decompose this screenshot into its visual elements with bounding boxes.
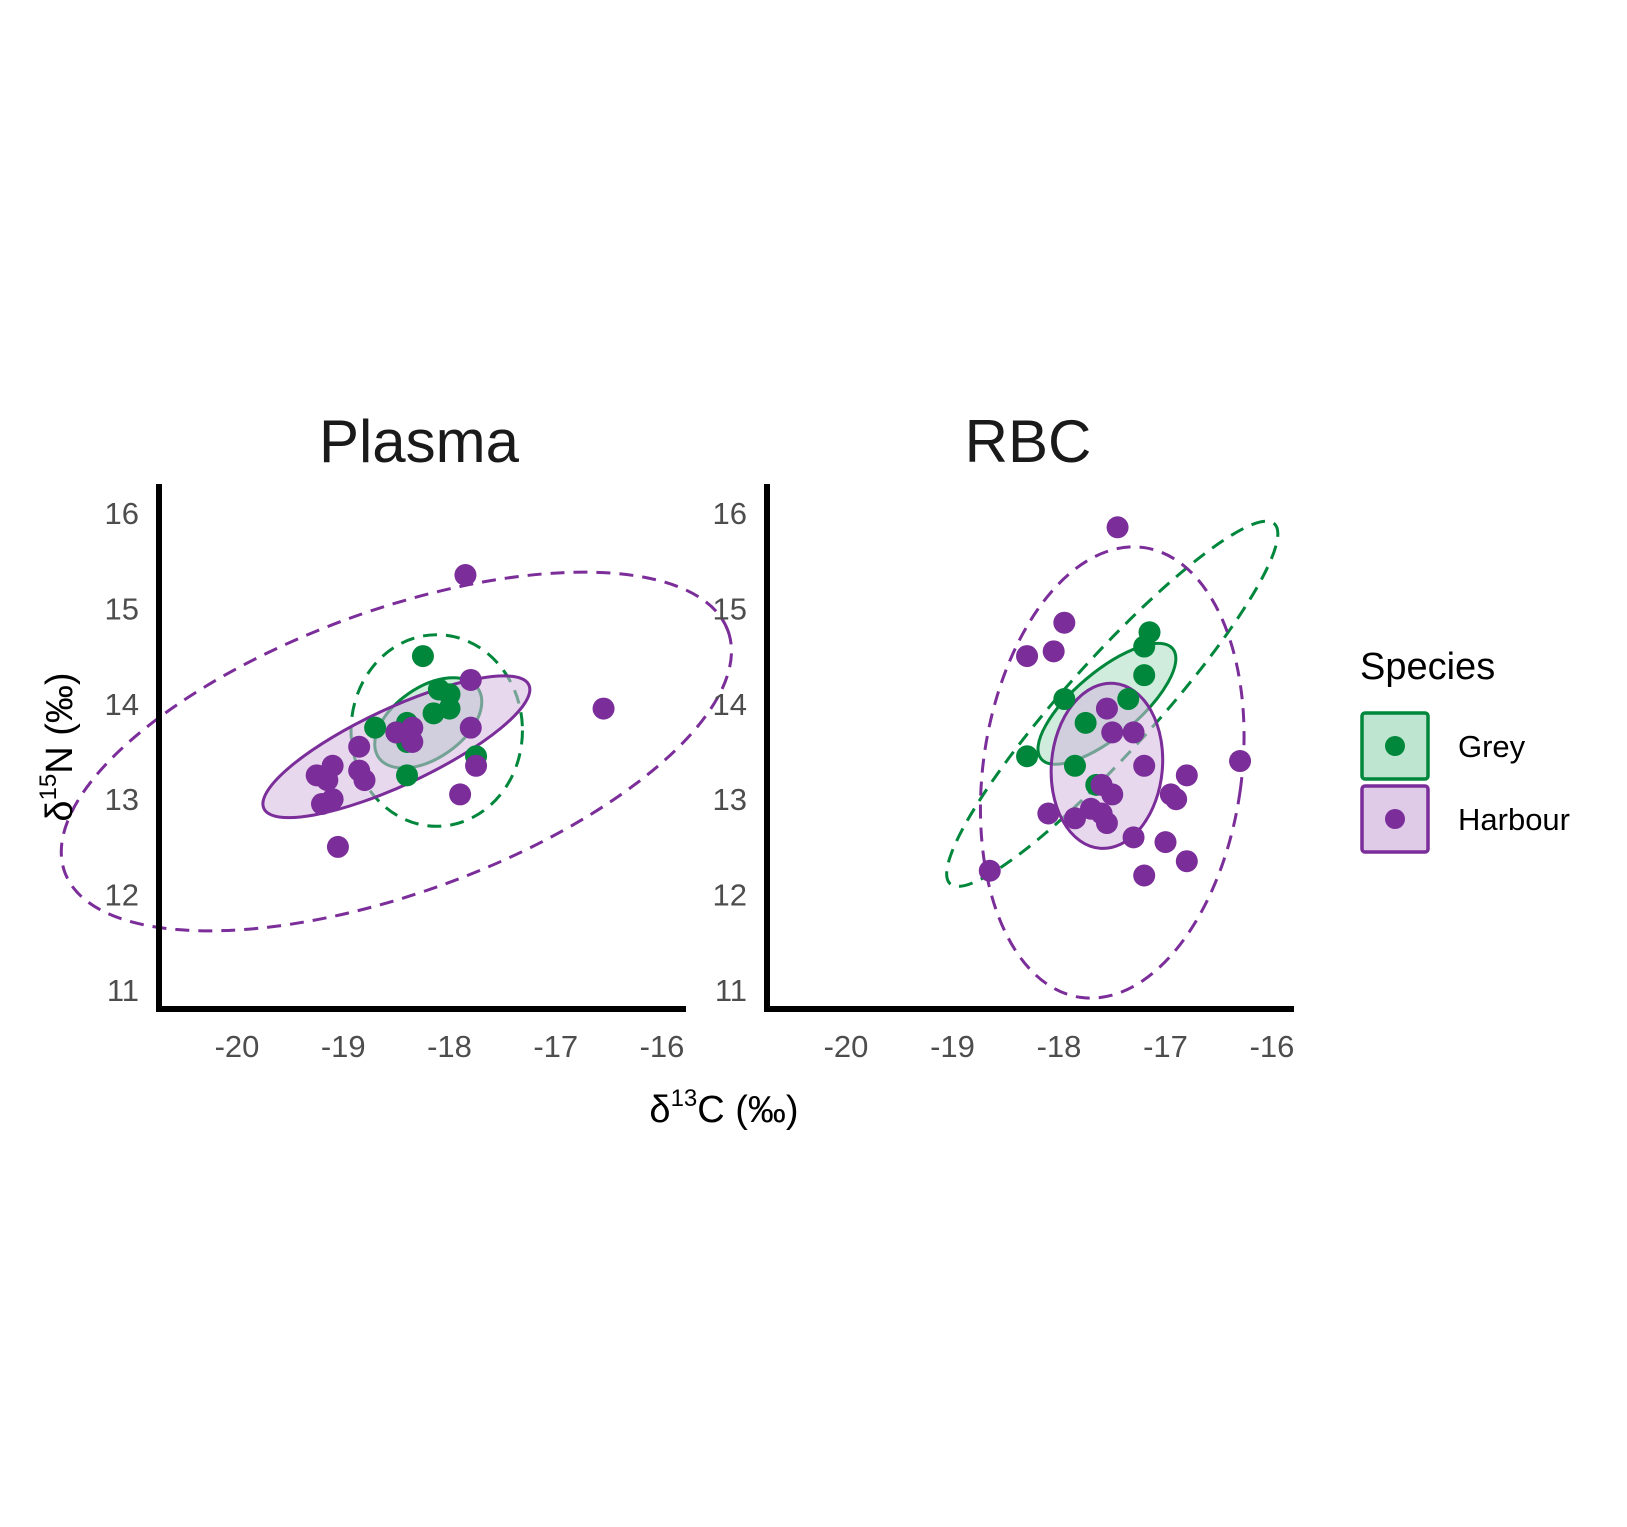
legend-label-grey: Grey [1458,729,1526,764]
legend-label-harbour: Harbour [1458,802,1570,837]
rbc-harbour-point [1042,640,1065,663]
rbc-y-tick-label: 16 [713,496,747,531]
plasma-harbour-point [459,716,482,739]
plasma-plot-area [59,564,733,933]
rbc-grey-point [1133,635,1156,658]
rbc-harbour-point [1159,783,1182,806]
rbc-harbour-point [1095,812,1118,835]
plasma-y-tick-label: 13 [105,782,139,817]
y-axis-title-superscript: 15 [35,774,62,801]
plasma-grey-point [364,716,387,739]
rbc-harbour-point [1016,645,1039,668]
plasma-grey-point [422,702,445,725]
rbc-grey-point [1133,664,1156,687]
plasma-harbour-point [459,668,482,691]
rbc-harbour-point [1154,831,1177,854]
x-axis-title: δ13C (‰) [649,1085,798,1131]
rbc-harbour-point [1101,721,1124,744]
rbc-harbour-point [1122,721,1145,744]
plasma-harbour-point [353,769,376,792]
rbc-harbour-point [1037,802,1060,825]
x-axis-title-prefix: δ [649,1089,670,1131]
rbc-harbour-point [1053,611,1076,634]
rbc-harbour-dashed-ellipse [978,545,1246,1000]
rbc-y-tick-label: 12 [713,878,747,913]
rbc-grey-point [1053,688,1076,711]
plasma-x-tick-label: -16 [640,1029,685,1064]
legend: Species Grey Harbour [1360,646,1570,854]
y-axis-title-prefix: δ [39,800,81,821]
legend-key-harbour-point [1385,809,1405,829]
plasma-grey-point [411,645,434,668]
rbc-grey-point [1117,688,1140,711]
rbc-harbour-point [1101,783,1124,806]
rbc-harbour-point [1133,754,1156,777]
rbc-harbour-point [1122,826,1145,849]
rbc-x-tick-label: -19 [930,1029,975,1064]
plasma-y-tick-label: 16 [105,496,139,531]
rbc-harbour-point [1175,850,1198,873]
y-axis-title: δ15N (‰) [35,672,81,821]
plasma-harbour-point [592,697,615,720]
rbc-y-tick-label: 15 [713,591,747,626]
legend-key-grey-point [1385,736,1405,756]
plasma-harbour-point [401,730,424,753]
plasma-harbour-point [348,735,371,758]
plasma-harbour-point [449,783,472,806]
plasma-x-tick-label: -19 [321,1029,366,1064]
rbc-x-tick-label: -18 [1037,1029,1082,1064]
plasma-harbour-point [326,835,349,858]
rbc-x-tick-label: -20 [824,1029,869,1064]
rbc-harbour-point [1229,750,1252,773]
rbc-harbour-point [1175,764,1198,787]
rbc-x-tick-label: -16 [1250,1029,1295,1064]
plasma-harbour-point [454,564,477,587]
rbc-harbour-point [978,859,1001,882]
plasma-x-tick-label: -18 [427,1029,472,1064]
y-axis-title-suffix: N (‰) [39,672,81,773]
plasma-y-tick-label: 15 [105,591,139,626]
rbc-harbour-point [1063,807,1086,830]
plasma-tick-labels: 11 12 13 14 15 16 -20 -19 -18 -17 -16 [105,496,685,1064]
plasma-grey-point [396,764,418,787]
rbc-y-tick-label: 14 [713,687,747,722]
rbc-grey-point [1074,711,1097,734]
rbc-harbour-point [1095,697,1118,720]
plasma-harbour-point [465,754,488,777]
plasma-y-tick-label: 14 [105,687,139,722]
rbc-grey-point [1063,754,1086,777]
plasma-harbour-dashed-ellipse [59,570,733,933]
rbc-tick-labels: 11 12 13 14 15 16 -20 -19 -18 -17 -16 [713,496,1295,1064]
rbc-grey-point [1016,745,1039,768]
plasma-x-tick-label: -17 [533,1029,578,1064]
x-axis-title-superscript: 13 [671,1085,698,1112]
plasma-harbour-point [385,721,408,744]
rbc-harbour-point [1106,516,1129,539]
legend-title: Species [1360,646,1495,688]
plasma-harbour-point [311,792,333,815]
rbc-plot-area [945,516,1280,1000]
plasma-x-tick-label: -20 [215,1029,260,1064]
x-axis-title-suffix: C (‰) [697,1089,798,1131]
plasma-y-tick-label: 12 [105,878,139,913]
rbc-harbour-point [1133,864,1156,887]
rbc-y-tick-label: 11 [715,973,747,1008]
rbc-x-tick-label: -17 [1143,1029,1188,1064]
plasma-harbour-point [316,769,339,792]
rbc-y-tick-label: 13 [713,782,747,817]
panel-title-rbc: RBC [965,408,1092,475]
panel-title-plasma: Plasma [319,408,520,475]
plasma-y-tick-label: 11 [107,973,139,1008]
